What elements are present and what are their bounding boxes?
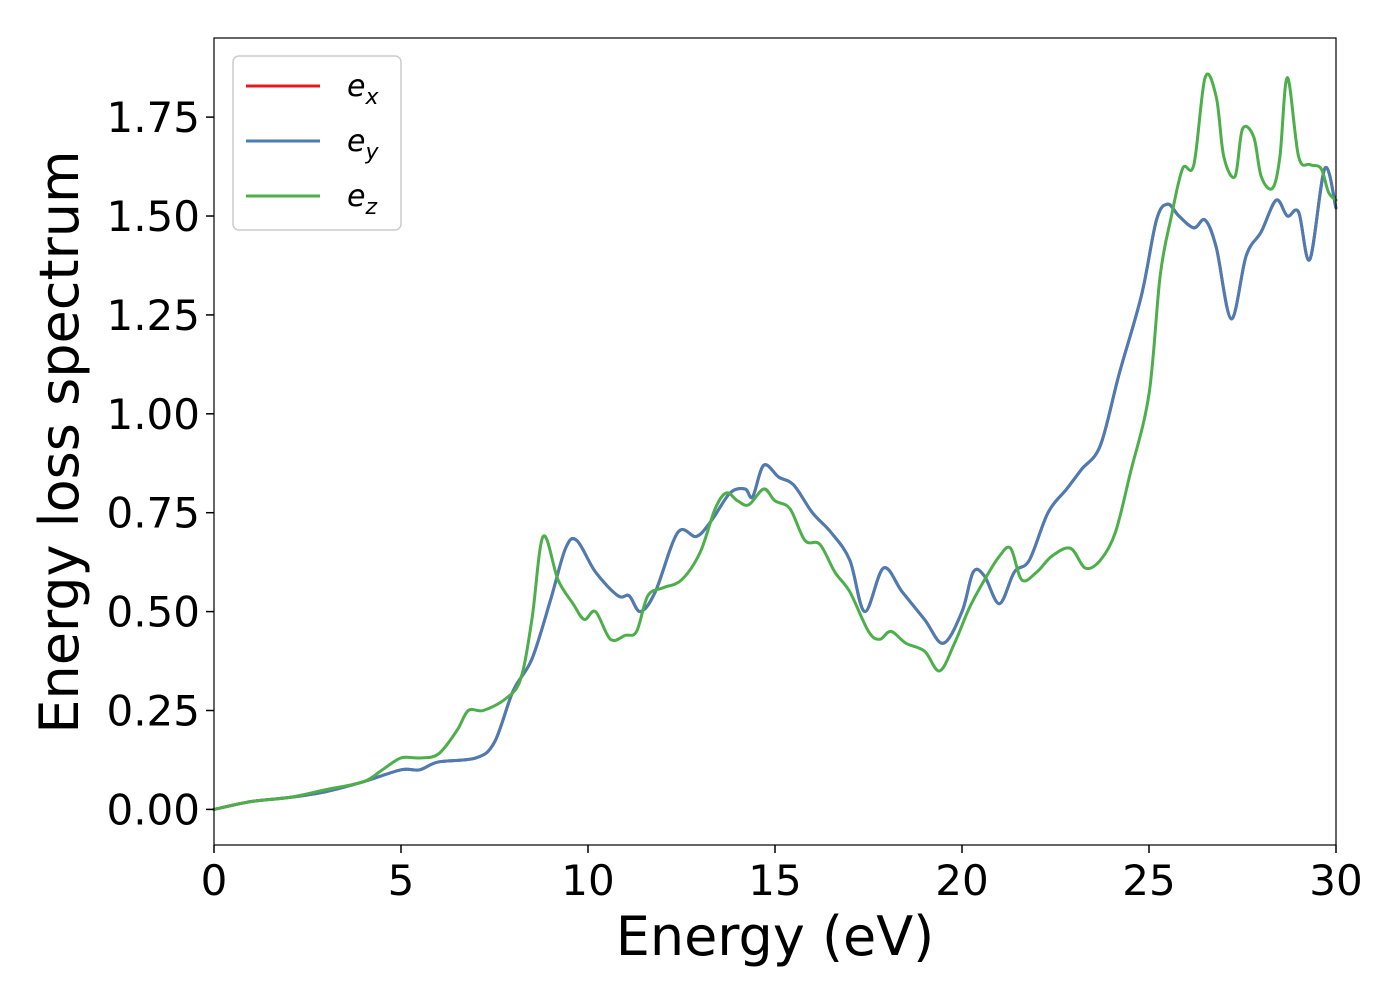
- legend-box: [232, 55, 402, 231]
- y-tick-label: 1.00: [106, 390, 200, 439]
- x-tick-label: 0: [201, 856, 228, 905]
- y-tick-label: 0.00: [106, 785, 200, 834]
- y-axis: 0.00 0.25 0.50 0.75 1.00 1.25 1.50 1.75: [106, 93, 214, 834]
- legend: ex ey ez: [232, 55, 402, 231]
- y-tick-label: 1.50: [106, 192, 200, 241]
- series-line-y: [212, 166, 1338, 811]
- plot-series: [212, 72, 1338, 811]
- y-tick-label: 0.25: [106, 687, 200, 736]
- x-axis-title: Energy (eV): [616, 905, 935, 968]
- y-tick-label: 0.50: [106, 588, 200, 637]
- x-tick-label: 15: [748, 856, 801, 905]
- y-tick-label: 0.75: [106, 489, 200, 538]
- legend-label-y: ey: [347, 124, 379, 165]
- x-axis: 0 5 10 15 20 25 30: [201, 845, 1363, 905]
- x-tick-label: 25: [1122, 856, 1175, 905]
- x-tick-label: 10: [561, 856, 614, 905]
- legend-label-x: ex: [347, 69, 379, 110]
- series-line-z: [212, 72, 1338, 811]
- legend-label-z: ez: [347, 179, 377, 220]
- x-tick-label: 30: [1309, 856, 1362, 905]
- x-tick-label: 5: [388, 856, 415, 905]
- y-tick-label: 1.75: [106, 93, 200, 142]
- x-tick-label: 20: [935, 856, 988, 905]
- y-tick-label: 1.25: [106, 291, 200, 340]
- y-axis-title: Energy loss spectrum: [28, 150, 91, 733]
